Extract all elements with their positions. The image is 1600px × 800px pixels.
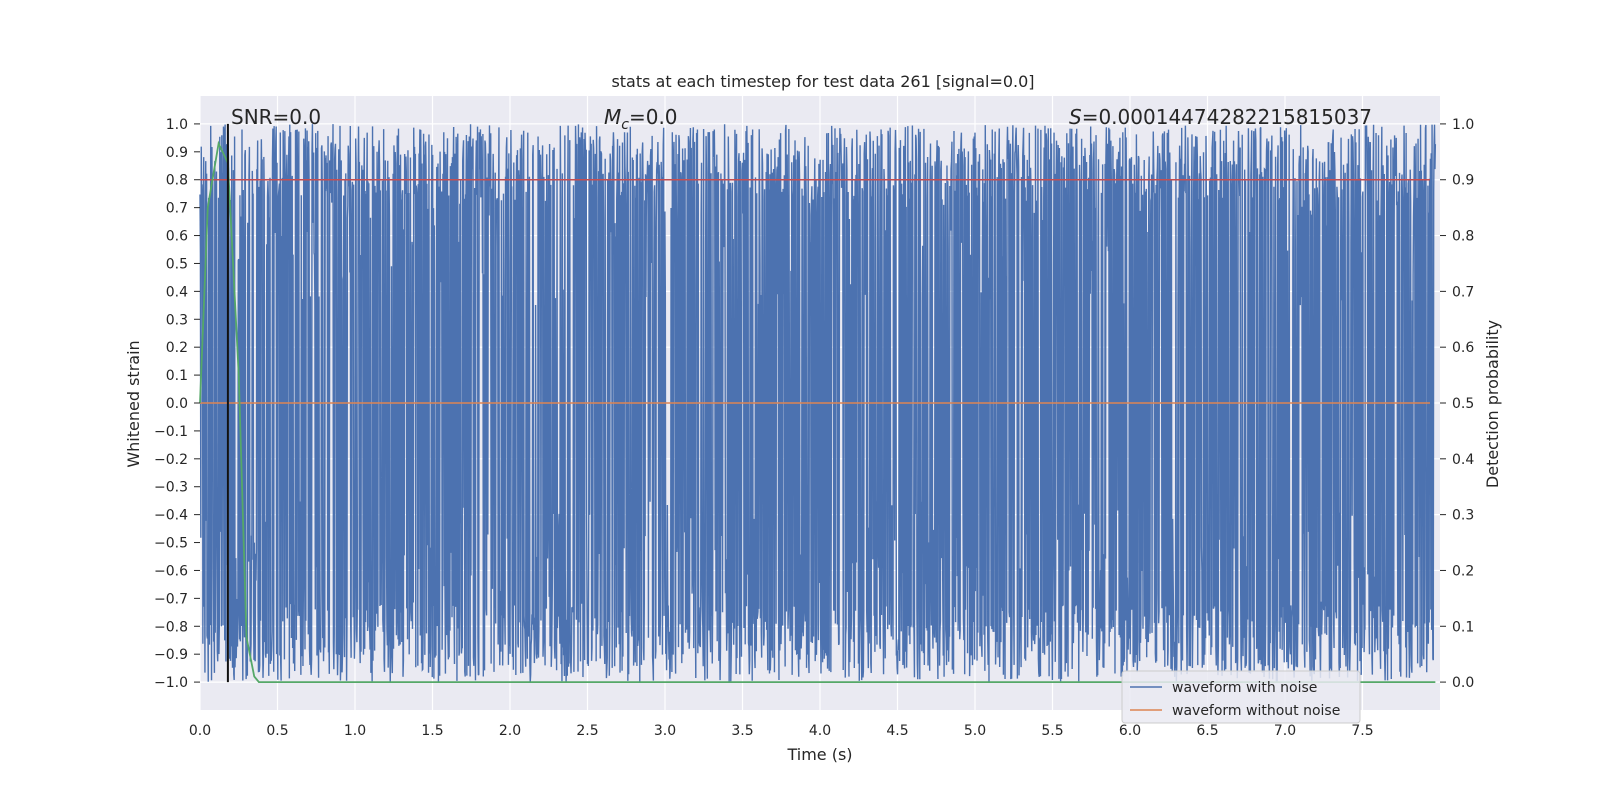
waveform-with-noise-line (199, 124, 1437, 683)
x-tick-label: 4.5 (886, 723, 908, 739)
y2-axis-title: Detection probability (1483, 320, 1502, 488)
y-tick-label: −0.8 (154, 619, 188, 635)
series-lines (199, 123, 1436, 683)
y-tick-label: −0.5 (154, 536, 188, 552)
detection-probability-line (199, 140, 1436, 683)
legend-box (1121, 670, 1361, 724)
y-tick-label: −0.6 (154, 563, 188, 579)
x-tick-label: 1.0 (344, 723, 366, 739)
y2-tick-label: 0.2 (1452, 563, 1474, 579)
snr-annotation: SNR=0.0 (231, 105, 321, 129)
x-tick-label: 6.5 (1196, 723, 1218, 739)
x-tick-label: 5.0 (964, 723, 986, 739)
y-tick-label: 0.5 (166, 256, 188, 272)
y-tick-label: −0.7 (154, 591, 188, 607)
y2-tick-label: 0.3 (1452, 508, 1474, 524)
y-tick-label: 0.6 (166, 229, 188, 245)
x-tick-label: 7.0 (1274, 723, 1296, 739)
y2-tick-label: 0.5 (1452, 396, 1474, 412)
x-axis-title: Time (s) (786, 745, 852, 764)
y-tick-label: −1.0 (154, 675, 188, 691)
y2-tick-label: 0.1 (1452, 619, 1474, 635)
y2-tick-label: 1.0 (1452, 117, 1474, 133)
y2-tick-label: 0.0 (1452, 675, 1474, 691)
legend-label: waveform without noise (1172, 703, 1340, 719)
x-tick-label: 1.5 (421, 723, 443, 739)
y-tick-label: −0.9 (154, 647, 188, 663)
y-tick-label: 0.0 (166, 396, 188, 412)
x-axis: 0.0 0.5 1.0 1.5 2.0 2.5 3.0 3.5 4.0 4.5 5.0 5.5 6.0 6… (189, 723, 1374, 739)
x-tick-label: 0.0 (189, 723, 211, 739)
legend-label: waveform with noise (1172, 680, 1317, 696)
y-tick-label: 0.4 (166, 284, 188, 300)
y-tick-label: 0.1 (166, 368, 188, 384)
x-tick-label: 2.0 (499, 723, 521, 739)
y2-tick-label: 0.8 (1452, 229, 1474, 245)
y-tick-label: 0.9 (166, 145, 188, 161)
y-axis-title: Whitened strain (124, 340, 143, 467)
y-tick-label: −0.4 (154, 508, 188, 524)
x-tick-label: 7.5 (1351, 723, 1373, 739)
y-tick-label: 0.8 (166, 173, 188, 189)
y-tick-label: 0.2 (166, 340, 188, 356)
s-annotation: S=0.00014474282215815037 (1069, 105, 1372, 129)
y-tick-label: 0.3 (166, 312, 188, 328)
y2-tick-label: 0.4 (1452, 452, 1474, 468)
x-tick-label: 5.5 (1041, 723, 1063, 739)
y-axis-left: 1.0 0.9 0.8 0.7 0.6 0.5 0.4 0.3 0.2 0.1 0.0 −0.1 −0.… (154, 117, 200, 691)
x-tick-label: 3.5 (731, 723, 753, 739)
x-tick-label: 3.0 (654, 723, 676, 739)
x-tick-label: 4.0 (809, 723, 831, 739)
legend: waveform with noise waveform without nois… (1121, 670, 1361, 724)
x-tick-label: 2.5 (576, 723, 598, 739)
y-tick-label: 0.7 (166, 201, 188, 217)
chirp-mass-annotation: Mc=0.0 (604, 105, 678, 133)
y-axis-right: 1.0 0.9 0.8 0.7 0.6 0.5 0.4 0.3 0.2 0.1 0.0 (1440, 117, 1474, 691)
series-waveform-with-noise (199, 124, 1437, 683)
y-tick-label: 1.0 (166, 117, 188, 133)
y-tick-label: −0.2 (154, 452, 188, 468)
y-tick-label: −0.3 (154, 480, 188, 496)
chart-title: stats at each timestep for test data 261… (611, 72, 1034, 91)
y-tick-label: −0.1 (154, 424, 188, 440)
x-tick-label: 6.0 (1119, 723, 1141, 739)
y2-tick-label: 0.9 (1452, 173, 1474, 189)
y2-tick-label: 0.6 (1452, 340, 1474, 356)
y2-tick-label: 0.7 (1452, 284, 1474, 300)
x-tick-label: 0.5 (266, 723, 288, 739)
